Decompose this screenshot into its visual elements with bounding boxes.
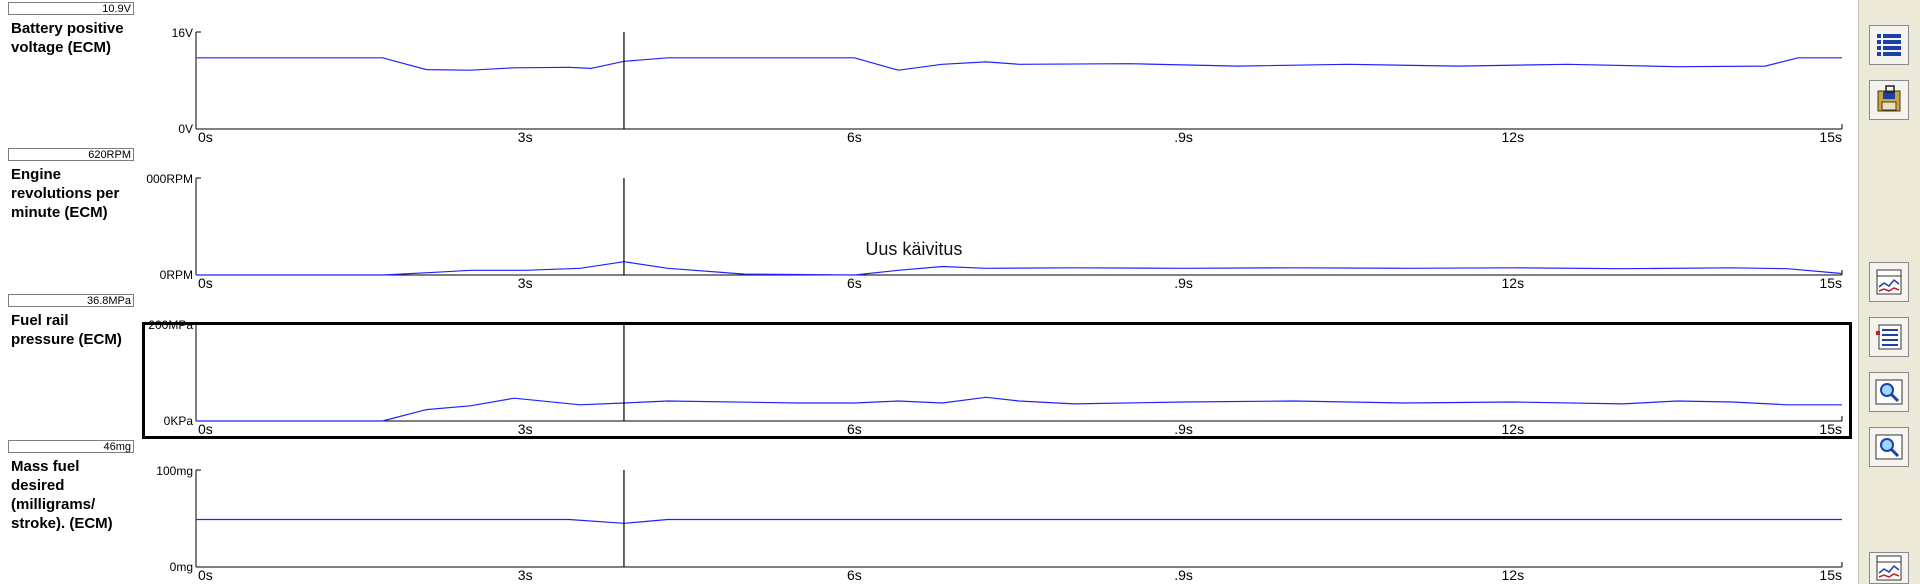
panel-mass_fuel[interactable]: 46mg Mass fuel desired (milligrams/ strok… bbox=[0, 438, 1858, 583]
parameter-title: Mass fuel desired (milligrams/ stroke). … bbox=[11, 458, 113, 532]
data-series-line bbox=[196, 261, 1843, 276]
graph-area: 10.9V Battery positive voltage (ECM) 16V 0V… bbox=[0, 0, 1858, 583]
line-chart[interactable]: 16V 0V 0s 3s 6s .9s 12s 15s bbox=[0, 0, 1858, 145]
y-axis-min-label: 0mg bbox=[170, 560, 193, 574]
zoom-in-icon bbox=[1875, 379, 1903, 405]
chart-annotation: Uus käivitus bbox=[865, 239, 962, 259]
list-view-button[interactable] bbox=[1869, 25, 1909, 65]
x-tick-label: 6s bbox=[847, 567, 862, 583]
data-series-line bbox=[196, 518, 1842, 524]
zoom-out-button[interactable] bbox=[1869, 427, 1909, 467]
x-tick-label: 15s bbox=[1819, 129, 1842, 145]
graph-panel-icon bbox=[1876, 555, 1902, 581]
x-tick-label: 0s bbox=[198, 567, 213, 583]
x-tick-label: .9s bbox=[1174, 129, 1193, 145]
parameter-title: Battery positive voltage (ECM) bbox=[11, 20, 124, 56]
x-tick-label: 0s bbox=[198, 129, 213, 145]
x-tick-label: 12s bbox=[1502, 421, 1525, 437]
selected-graph-frame bbox=[142, 322, 1852, 439]
graph-list-button[interactable] bbox=[1869, 317, 1909, 357]
toolbar bbox=[1858, 0, 1920, 584]
x-tick-label: 12s bbox=[1502, 275, 1525, 291]
save-record-icon bbox=[1877, 85, 1901, 112]
y-axis-max-label: 100mg bbox=[156, 464, 193, 478]
x-tick-label: 3s bbox=[518, 275, 533, 291]
line-chart[interactable]: 000RPM 0RPM 0s 3s 6s .9s 12s 15s Uus käivitus bbox=[0, 146, 1858, 291]
graph-panel-button[interactable] bbox=[1869, 552, 1909, 584]
value-readout: 46mg bbox=[8, 440, 134, 453]
x-tick-label: 3s bbox=[518, 129, 533, 145]
y-axis-max-label: 000RPM bbox=[146, 172, 193, 186]
y-axis-min-label: 0V bbox=[178, 122, 193, 136]
x-tick-label: 3s bbox=[518, 421, 533, 437]
line-chart[interactable]: 100mg 0mg 0s 3s 6s .9s 12s 15s bbox=[0, 438, 1858, 583]
x-tick-label: .9s bbox=[1174, 567, 1193, 583]
x-tick-label: 12s bbox=[1502, 129, 1525, 145]
data-series-line bbox=[196, 57, 1842, 71]
panel-fuel_rail[interactable]: 36.8MPa Fuel rail pressure (ECM) 200MPa 0KP… bbox=[0, 292, 1858, 439]
x-tick-label: 15s bbox=[1819, 421, 1842, 437]
x-tick-label: 3s bbox=[518, 567, 533, 583]
panel-rpm[interactable]: 620RPM Engine revolutions per minute (ECM… bbox=[0, 146, 1858, 291]
y-axis-max-label: 16V bbox=[172, 26, 193, 40]
graph-settings-button[interactable] bbox=[1869, 262, 1909, 302]
value-readout: 10.9V bbox=[8, 2, 134, 15]
parameter-title: Fuel rail pressure (ECM) bbox=[11, 312, 122, 348]
panel-battery[interactable]: 10.9V Battery positive voltage (ECM) 16V 0V… bbox=[0, 0, 1858, 145]
graph-list-icon bbox=[1876, 324, 1902, 350]
y-axis-max-label: 200MPa bbox=[148, 318, 193, 332]
graph-settings-icon bbox=[1876, 269, 1902, 295]
x-tick-label: 12s bbox=[1502, 567, 1525, 583]
x-tick-label: .9s bbox=[1174, 275, 1193, 291]
x-tick-label: 6s bbox=[847, 421, 862, 437]
x-tick-label: 15s bbox=[1819, 275, 1842, 291]
x-tick-label: .9s bbox=[1174, 421, 1193, 437]
value-readout: 36.8MPa bbox=[8, 294, 134, 307]
y-axis-min-label: 0RPM bbox=[160, 268, 193, 282]
x-tick-label: 0s bbox=[198, 421, 213, 437]
value-readout: 620RPM bbox=[8, 148, 134, 161]
x-tick-label: 6s bbox=[847, 275, 862, 291]
x-tick-label: 0s bbox=[198, 275, 213, 291]
x-tick-label: 6s bbox=[847, 129, 862, 145]
list-view-icon bbox=[1877, 34, 1901, 56]
zoom-in-button[interactable] bbox=[1869, 372, 1909, 412]
line-chart[interactable]: 200MPa 0KPa 0s 3s 6s .9s 12s 15s bbox=[0, 292, 1858, 437]
parameter-title: Engine revolutions per minute (ECM) bbox=[11, 166, 120, 221]
x-tick-label: 15s bbox=[1819, 567, 1842, 583]
y-axis-min-label: 0KPa bbox=[164, 414, 194, 428]
zoom-out-icon bbox=[1875, 434, 1903, 460]
save-record-button[interactable] bbox=[1869, 80, 1909, 120]
data-series-line bbox=[196, 396, 1842, 422]
